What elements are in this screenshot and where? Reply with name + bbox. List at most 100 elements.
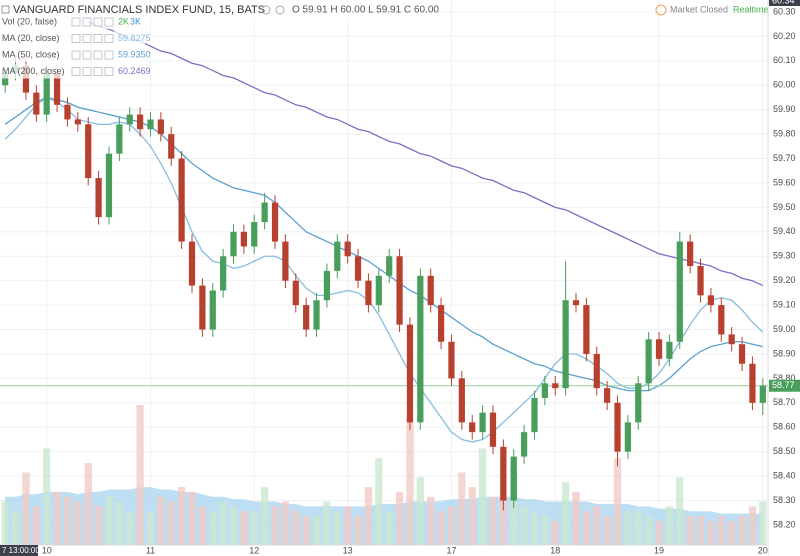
title-bg [0, 2, 360, 18]
legend-icon[interactable] [71, 67, 81, 76]
candle-body [199, 285, 206, 330]
volume-bar [157, 496, 165, 545]
legend-icon[interactable] [104, 34, 114, 43]
candle-body [614, 402, 621, 452]
legend-icon[interactable] [82, 34, 92, 43]
candles [2, 58, 766, 511]
candle-body [427, 275, 434, 306]
legend-icon[interactable] [93, 67, 103, 76]
volume-bar [333, 511, 341, 545]
volume-bar [63, 496, 72, 545]
legend-icon[interactable] [82, 17, 92, 27]
candle-body [759, 385, 766, 403]
volume-bar [530, 511, 539, 545]
y-tick-label: 59.40 [773, 226, 796, 236]
volume-bar [551, 520, 559, 545]
candle-body [271, 202, 279, 242]
candle-body [520, 432, 528, 457]
candle-body [697, 266, 704, 296]
top-marker: 60.34 [772, 0, 795, 5]
candle-body [85, 124, 92, 179]
legend-icon[interactable] [104, 50, 114, 60]
candle-body [157, 119, 164, 135]
volume-bar [250, 511, 258, 545]
settings-icon[interactable] [275, 5, 285, 15]
collapse-icon[interactable] [1, 5, 10, 14]
candle-body [147, 119, 154, 130]
legend-icon[interactable] [104, 17, 114, 27]
volume-bar [478, 448, 487, 545]
volume-bar [229, 506, 238, 545]
volume-bar [11, 511, 20, 545]
candle-body [33, 92, 40, 115]
candle-body [583, 305, 590, 354]
legend-icon[interactable] [71, 50, 81, 60]
candle-body [168, 134, 175, 159]
legend-icon[interactable] [93, 34, 103, 43]
volume-bar [375, 458, 383, 545]
legend-name: MA (20, close) [2, 33, 60, 43]
legend-icon[interactable] [82, 50, 92, 60]
volume-bar [188, 491, 196, 545]
volume-bar [520, 506, 528, 545]
overlay: VANGUARD FINANCIALS INDEX FUND, 15, BATS… [0, 2, 769, 79]
y-tick-label: 58.80 [773, 373, 796, 383]
volume-bar [738, 516, 746, 545]
volume-bar [634, 511, 642, 545]
volume-bar [499, 496, 507, 545]
candle-body [604, 388, 611, 403]
legend-icon[interactable] [93, 50, 103, 60]
legend-value: 59.8275 [118, 33, 151, 43]
x-tick-label: 13 [343, 545, 353, 555]
candle-body [313, 300, 320, 330]
legend-icon[interactable] [104, 67, 114, 76]
candle-body [479, 412, 486, 433]
volume-bar [105, 496, 113, 545]
x-tick-label: 10 [42, 545, 52, 555]
top-marker-bg [769, 0, 800, 6]
candle-body [95, 178, 102, 218]
eye-icon[interactable] [261, 5, 271, 15]
legend-value: 3K [130, 16, 141, 26]
candle-body [707, 295, 715, 306]
volume-bar [468, 487, 476, 545]
volume-bar [655, 520, 663, 545]
volume-bar [645, 516, 653, 545]
last-price-bg [769, 379, 800, 392]
y-tick-label: 58.20 [773, 519, 796, 529]
legend-name: Vol (20, false) [2, 16, 57, 26]
volume-bar [136, 405, 144, 545]
candle-body [718, 305, 725, 335]
candle-body [406, 324, 414, 423]
ohlc-legend: O 59.91 H 60.00 L 59.91 C 60.00 [292, 5, 439, 16]
legend-icon[interactable] [71, 17, 81, 27]
x-tick-label: 19 [654, 545, 664, 555]
candle-body [116, 124, 123, 154]
volume-bar [686, 516, 694, 545]
candle-body [282, 241, 289, 281]
volume-bar [84, 462, 92, 545]
volume-bar [613, 458, 622, 545]
volume-bar [748, 506, 757, 545]
volume-bar [126, 511, 134, 545]
x-tick-label: 20 [758, 545, 768, 555]
volume-bar [74, 501, 82, 545]
volume-bar [437, 511, 445, 545]
candle-body [240, 231, 248, 247]
clock-icon [655, 4, 667, 16]
candle-body [230, 231, 237, 257]
y-tick-label: 59.30 [773, 251, 796, 261]
volume-bar [146, 511, 155, 545]
legend-icon[interactable] [71, 34, 81, 43]
legend-value: 59.9350 [118, 49, 151, 59]
legend-icon[interactable] [93, 17, 103, 27]
legend-icon[interactable] [82, 67, 92, 76]
volume-bar [198, 506, 207, 545]
volume-bar [354, 516, 362, 545]
candle-body [74, 119, 81, 125]
feed-status: Realtime [733, 4, 769, 14]
legend-value: 2K [118, 16, 129, 26]
candle-body [64, 104, 71, 120]
volume-bar [32, 506, 40, 545]
